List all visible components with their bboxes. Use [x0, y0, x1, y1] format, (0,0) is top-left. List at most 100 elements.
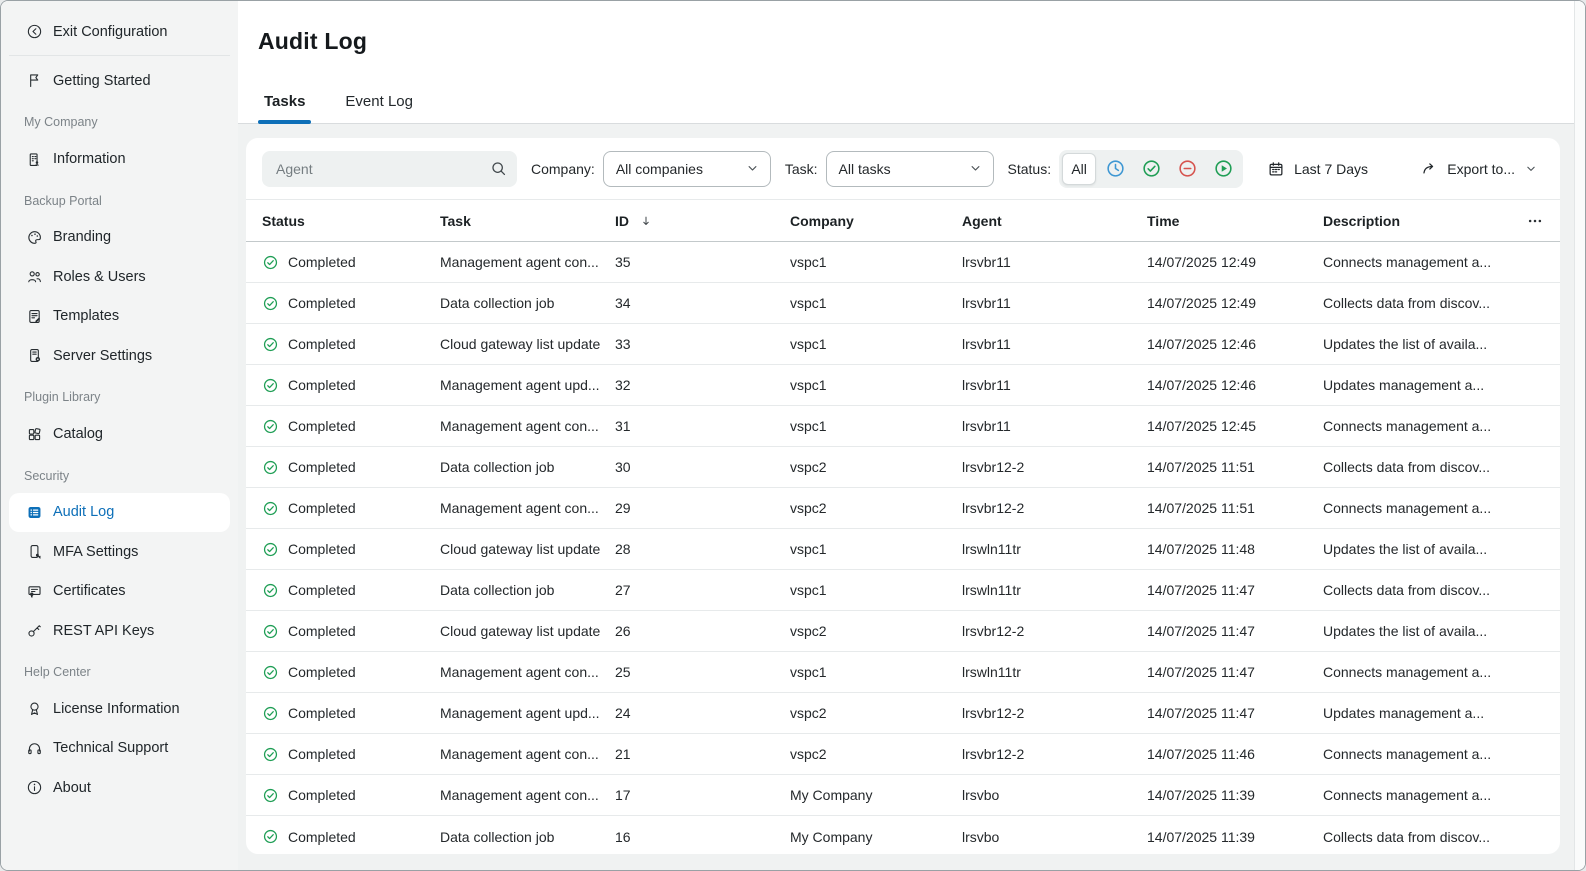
cell-task: Management agent upd... [440, 705, 600, 721]
table-row[interactable]: Completed Data collection job 30 vspc2 lrsvb… [246, 447, 1560, 488]
table-row[interactable]: Completed Management agent con... 25 vspc1 l… [246, 652, 1560, 693]
chevron-down-icon [968, 161, 983, 176]
table-row[interactable]: Completed Management agent con... 21 vspc2 l… [246, 734, 1560, 775]
cell-time: 14/07/2025 11:48 [1147, 541, 1255, 557]
sidebar-item-roles-users[interactable]: Roles & Users [1, 257, 238, 296]
table-row[interactable]: Completed Cloud gateway list update 33 vspc… [246, 324, 1560, 365]
play-circle-icon [1213, 158, 1234, 179]
cell-description: Updates management a... [1323, 705, 1485, 721]
check-circle-icon [262, 336, 279, 353]
cell-description: Updates the list of availa... [1323, 623, 1488, 639]
tab-tasks[interactable]: Tasks [258, 93, 312, 124]
sidebar: Exit Configuration Getting Started My Com… [1, 1, 238, 870]
cell-company: vspc2 [790, 623, 827, 639]
status-filter-failed-button[interactable] [1170, 153, 1204, 185]
cell-description: Updates the list of availa... [1323, 541, 1488, 557]
sidebar-item-catalog[interactable]: Catalog [1, 414, 238, 453]
mfa-phone-icon [26, 543, 43, 560]
status-filter-pending-button[interactable] [1098, 153, 1132, 185]
status-filter-running-button[interactable] [1206, 153, 1240, 185]
agent-search-input[interactable] [274, 159, 490, 178]
tab-event-log[interactable]: Event Log [339, 93, 419, 123]
cell-task: Management agent con... [440, 787, 599, 803]
arrow-left-circle-icon [26, 23, 43, 40]
sidebar-item-about[interactable]: About [1, 768, 238, 807]
check-circle-icon [262, 705, 279, 722]
sidebar-item-getting-started[interactable]: Getting Started [1, 61, 238, 100]
cell-time: 14/07/2025 11:39 [1147, 828, 1255, 845]
sidebar-item-mfa-settings[interactable]: MFA Settings [1, 532, 238, 571]
export-button[interactable]: Export to... [1415, 159, 1544, 178]
sidebar-item-label: Technical Support [53, 740, 169, 757]
sidebar-item-license-information[interactable]: License Information [1, 689, 238, 728]
cell-agent: lrsvbr12-2 [962, 746, 1025, 762]
sidebar-item-technical-support[interactable]: Technical Support [1, 729, 238, 768]
table-row[interactable]: Completed Data collection job 16 My Company… [246, 816, 1560, 854]
cell-status: Completed [262, 787, 440, 804]
status-label: Completed [288, 582, 356, 598]
sidebar-section-label: Security [24, 468, 70, 483]
table-row[interactable]: Completed Management agent con... 29 vspc2 l… [246, 488, 1560, 529]
status-label: Completed [288, 664, 356, 680]
tab-label: Event Log [345, 93, 413, 110]
check-circle-icon [262, 664, 279, 681]
cell-description: Connects management a... [1323, 500, 1492, 516]
cell-agent: lrsvbo [962, 787, 1000, 803]
cell-status: Completed [262, 746, 440, 763]
status-filter-all-button[interactable]: All [1062, 152, 1097, 185]
company-select[interactable]: All companies [602, 150, 771, 187]
column-header-task[interactable]: Task [440, 213, 615, 229]
table-row[interactable]: Completed Data collection job 27 vspc1 lrswl… [246, 570, 1560, 611]
sidebar-section-label: Plugin Library [24, 390, 101, 405]
cell-id: 30 [615, 459, 631, 475]
sidebar-item-branding[interactable]: Branding [1, 218, 238, 257]
table-row[interactable]: Completed Cloud gateway list update 26 vspc… [246, 611, 1560, 652]
column-header-agent[interactable]: Agent [962, 213, 1147, 229]
column-menu-button[interactable] [1510, 212, 1544, 230]
column-header-label: Time [1147, 212, 1180, 229]
table-row[interactable]: Completed Management agent upd... 24 vspc2 l… [246, 693, 1560, 734]
license-award-icon [26, 700, 43, 717]
status-filter-segment: All [1059, 149, 1244, 188]
column-header-description[interactable]: Description [1323, 213, 1510, 229]
sidebar-item-label: Branding [53, 229, 112, 246]
sidebar-item-rest-api-keys[interactable]: REST API Keys [1, 611, 238, 650]
table-row[interactable]: Completed Cloud gateway list update 28 vspc… [246, 529, 1560, 570]
table-row[interactable]: Completed Management agent con... 17 My Com… [246, 775, 1560, 816]
company-filter-label: Company: [531, 160, 595, 177]
table-row[interactable]: Completed Management agent con... 31 vspc1 l… [246, 406, 1560, 447]
date-range-button[interactable]: Last 7 Days [1261, 159, 1374, 179]
task-select[interactable]: All tasks [825, 150, 994, 187]
flag-icon [26, 72, 43, 89]
column-header-label: Company [790, 212, 854, 229]
table-row[interactable]: Completed Management agent upd... 32 vspc1 l… [246, 365, 1560, 406]
sidebar-item-exit-configuration[interactable]: Exit Configuration [1, 9, 238, 54]
page-title: Audit Log [258, 28, 368, 54]
sidebar-item-server-settings[interactable]: Server Settings [1, 336, 238, 375]
column-header-status[interactable]: Status [262, 213, 440, 229]
status-label: Completed [288, 828, 356, 845]
sidebar-item-information[interactable]: Information [1, 139, 238, 178]
column-header-company[interactable]: Company [790, 213, 962, 229]
api-key-icon [26, 622, 43, 639]
chevron-down-icon [745, 161, 760, 176]
table-body: Completed Management agent con... 35 vspc1 l… [246, 242, 1560, 854]
table-row[interactable]: Completed Management agent con... 35 vspc1 l… [246, 242, 1560, 283]
column-header-id[interactable]: ID [615, 213, 790, 229]
sidebar-item-certificates[interactable]: Certificates [1, 572, 238, 611]
cell-task: Data collection job [440, 295, 555, 311]
column-header-time[interactable]: Time [1147, 213, 1323, 229]
sidebar-item-audit-log[interactable]: Audit Log [9, 492, 230, 533]
table-row[interactable]: Completed Data collection job 34 vspc1 lrsvb… [246, 283, 1560, 324]
chevron-down-icon [1524, 162, 1538, 176]
status-option-buttons [1098, 153, 1240, 185]
vertical-scrollbar[interactable] [1574, 1, 1585, 870]
status-filter-success-button[interactable] [1134, 153, 1168, 185]
cell-description: Connects management a... [1323, 664, 1492, 680]
cell-company: vspc1 [790, 582, 827, 598]
cell-id: 32 [615, 377, 631, 393]
clock-icon [1105, 158, 1126, 179]
sidebar-item-templates[interactable]: Templates [1, 297, 238, 336]
column-header-label: Status [262, 212, 305, 229]
